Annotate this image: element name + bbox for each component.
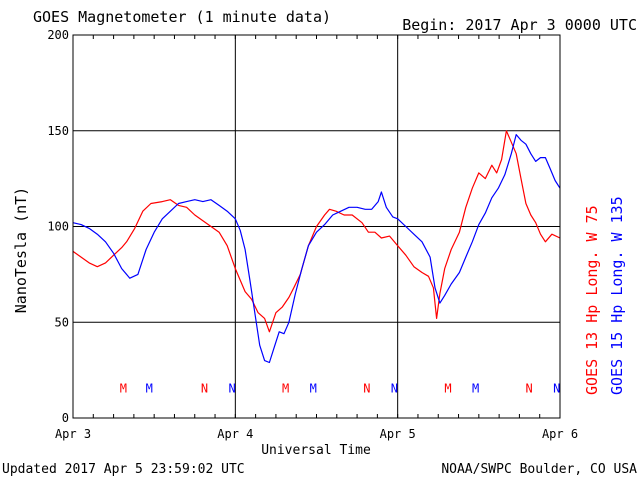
marker-m: M xyxy=(472,381,479,395)
grid xyxy=(73,35,560,418)
x-tick-label: Apr 5 xyxy=(380,427,416,441)
y-tick-label: 0 xyxy=(62,411,69,425)
series-goes15-line xyxy=(72,134,561,364)
marker-m: M xyxy=(146,381,153,395)
axis-ticks: 0 50 100 150 200 Apr 3 Apr 4 Apr 5 Apr 6 xyxy=(47,28,578,441)
series-goes13-line xyxy=(72,130,561,333)
x-tick-label: Apr 6 xyxy=(542,427,578,441)
marker-m: M xyxy=(120,381,127,395)
source-credit: NOAA/SWPC Boulder, CO USA xyxy=(441,462,637,477)
y-tick-label: 100 xyxy=(47,220,69,234)
y-tick-label: 50 xyxy=(55,315,69,329)
plot-frame xyxy=(72,34,561,419)
x-tick-label: Apr 3 xyxy=(55,427,91,441)
y-tick-label: 150 xyxy=(47,124,69,138)
marker-m: M xyxy=(310,381,317,395)
marker-n: N xyxy=(228,381,235,395)
updated-timestamp: Updated 2017 Apr 5 23:59:02 UTC xyxy=(2,462,245,477)
series-lines xyxy=(72,130,561,364)
begin-label: Begin: 2017 Apr 3 0000 UTC xyxy=(402,16,637,34)
marker-n: N xyxy=(391,381,398,395)
marker-n: N xyxy=(363,381,370,395)
x-axis-label: Universal Time xyxy=(261,443,371,458)
y-axis-label: NanoTesla (nT) xyxy=(12,187,30,313)
marker-n: N xyxy=(201,381,208,395)
y-tick-label: 200 xyxy=(47,28,69,42)
legend-goes15: GOES 15 Hp Long. W 135 xyxy=(608,196,626,395)
chart-title: GOES Magnetometer (1 minute data) xyxy=(33,8,331,26)
legend-goes13: GOES 13 Hp Long. W 75 xyxy=(583,205,601,395)
marker-n: N xyxy=(553,381,560,395)
marker-m: M xyxy=(444,381,451,395)
marker-m: M xyxy=(282,381,289,395)
x-tick-label: Apr 4 xyxy=(217,427,253,441)
marker-n: N xyxy=(526,381,533,395)
